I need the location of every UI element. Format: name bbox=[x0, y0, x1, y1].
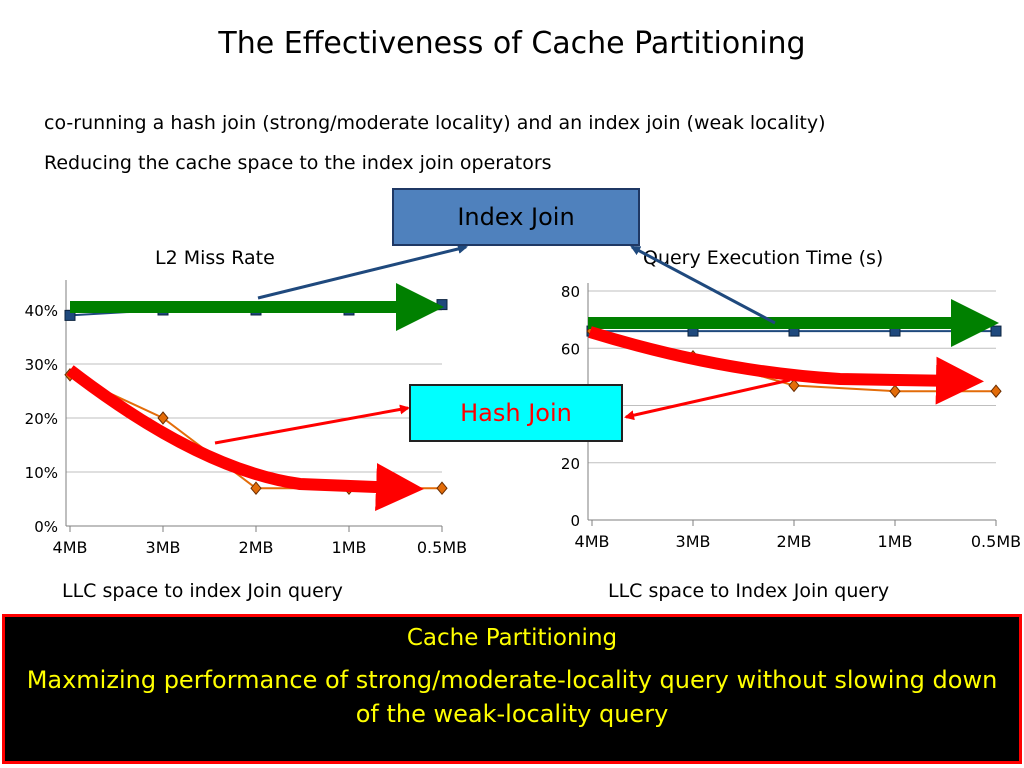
chart-1-y-tick-label: 20% bbox=[25, 410, 58, 428]
index-join-pointer-right bbox=[630, 245, 776, 325]
chart-2-hash-join-arrow bbox=[588, 326, 984, 405]
subtitle-line-1: co-running a hash join (strong/moderate … bbox=[44, 112, 826, 134]
chart-2-series-2-point bbox=[788, 378, 800, 393]
chart-1-y-tick-label: 30% bbox=[25, 356, 58, 374]
slide-title: The Effectiveness of Cache Partitioning bbox=[218, 26, 806, 61]
chart-2-x-tick-label: 1MB bbox=[878, 532, 913, 551]
chart-1-series-2-point bbox=[157, 411, 169, 425]
chart-2-series-1-point bbox=[990, 325, 1002, 337]
chart-1-series-2-point bbox=[250, 481, 262, 495]
chart-1-x-tick-label: 0.5MB bbox=[417, 538, 467, 557]
chart-2-title: Query Execution Time (s) bbox=[643, 247, 884, 269]
chart-1-y-tick-label: 0% bbox=[34, 518, 58, 536]
chart-1-x-tick-label: 2MB bbox=[239, 538, 274, 557]
chart-2-y-tick-label: 60 bbox=[561, 340, 580, 358]
chart-1-xlabel: LLC space to index Join query bbox=[62, 580, 343, 602]
banner-heading: Cache Partitioning bbox=[406, 625, 618, 651]
chart-2-x-tick-label: 2MB bbox=[777, 532, 812, 551]
index-join-callout: Index Join bbox=[392, 188, 640, 246]
chart-1-hash-join-arrow bbox=[66, 365, 424, 512]
chart-2-x-tick-label: 3MB bbox=[676, 532, 711, 551]
chart-1-title: L2 Miss Rate bbox=[155, 247, 275, 269]
chart-1-x-tick-label: 1MB bbox=[332, 538, 367, 557]
summary-banner: Cache Partitioning Maxmizing performance… bbox=[2, 614, 1022, 764]
chart-2-xlabel: LLC space to Index Join query bbox=[608, 580, 890, 602]
chart-1-x-tick-label: 4MB bbox=[53, 538, 88, 557]
chart-1-y-tick-label: 10% bbox=[25, 464, 58, 482]
hash-join-callout: Hash Join bbox=[409, 384, 623, 442]
index-join-pointer-left bbox=[257, 244, 468, 300]
chart-1-series-2-point bbox=[436, 481, 448, 495]
chart-2-x-tick-label: 4MB bbox=[575, 532, 610, 551]
subtitle-line-2: Reducing the cache space to the index jo… bbox=[44, 152, 552, 174]
chart-2-y-tick-label: 80 bbox=[561, 283, 580, 301]
chart-1-series-1-point bbox=[436, 299, 448, 311]
chart-1-x-tick-label: 3MB bbox=[146, 538, 181, 557]
chart-2-series-2-point bbox=[990, 384, 1002, 398]
chart-2-y-tick-label: 0 bbox=[570, 512, 580, 530]
banner-body: Maxmizing performance of strong/moderate… bbox=[26, 666, 998, 728]
chart-2-x-tick-label: 0.5MB bbox=[971, 532, 1021, 551]
hash-join-pointer-left bbox=[214, 404, 410, 445]
chart-2-y-tick-label: 20 bbox=[561, 455, 580, 473]
chart-1-y-tick-label: 40% bbox=[25, 302, 58, 320]
chart-2-series-2-point bbox=[889, 384, 901, 398]
hash-join-pointer-right bbox=[624, 378, 791, 421]
